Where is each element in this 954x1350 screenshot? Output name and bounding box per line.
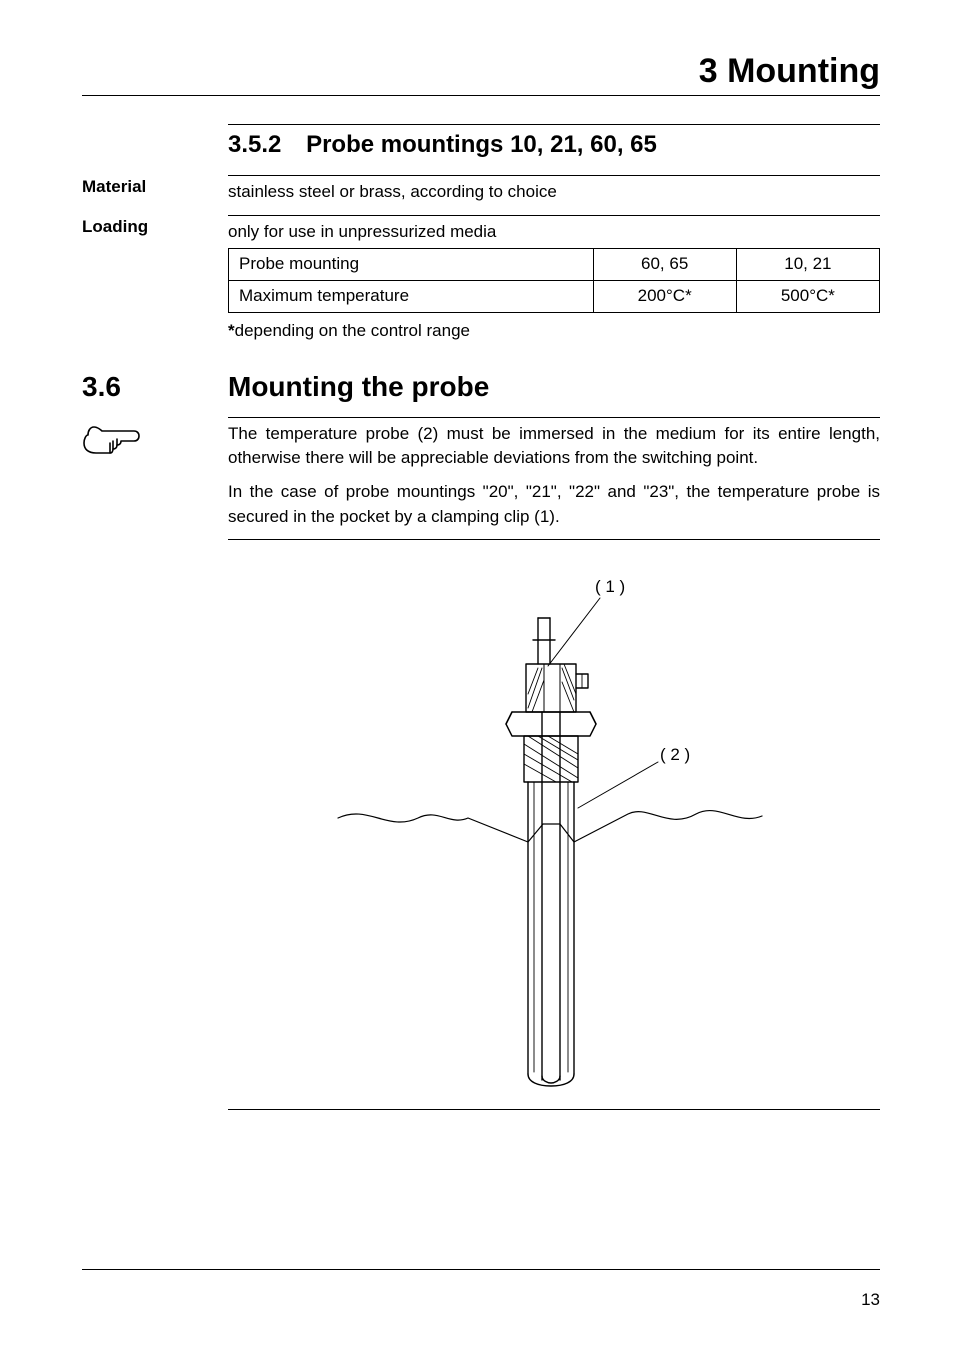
note-paragraph-1: The temperature probe (2) must be immers… bbox=[228, 422, 880, 470]
section-number: 3.6 bbox=[82, 371, 228, 403]
chapter-heading: 3 Mounting bbox=[82, 52, 880, 91]
divider bbox=[228, 417, 880, 418]
section-number: 3.5.2 bbox=[228, 131, 281, 159]
figure-label-2: ( 2 ) bbox=[660, 745, 690, 764]
table-cell: Maximum temperature bbox=[229, 280, 594, 312]
section-heading: 3.5.2 Probe mountings 10, 21, 60, 65 bbox=[228, 131, 880, 159]
material-row: Material stainless steel or brass, accor… bbox=[82, 175, 880, 205]
section-title: Probe mountings 10, 21, 60, 65 bbox=[306, 131, 657, 158]
table-cell: 60, 65 bbox=[593, 249, 736, 281]
section-352-header: 3.5.2 Probe mountings 10, 21, 60, 65 bbox=[228, 124, 880, 159]
page: 3 Mounting 3.5.2 Probe mountings 10, 21,… bbox=[0, 0, 954, 1350]
table-cell: 200°C* bbox=[593, 280, 736, 312]
material-label: Material bbox=[82, 175, 228, 199]
divider bbox=[228, 124, 880, 125]
note-body: The temperature probe (2) must be immers… bbox=[228, 417, 880, 544]
page-number: 13 bbox=[861, 1290, 880, 1310]
loading-table: Probe mounting 60, 65 10, 21 Maximum tem… bbox=[228, 248, 880, 312]
chapter-title-text: Mounting bbox=[727, 52, 880, 90]
pointing-hand-icon bbox=[82, 423, 142, 461]
table-row: Maximum temperature 200°C* 500°C* bbox=[229, 280, 880, 312]
loading-intro: only for use in unpressurized media bbox=[228, 222, 496, 241]
note-row: The temperature probe (2) must be immers… bbox=[82, 417, 880, 544]
footer-divider bbox=[82, 1269, 880, 1270]
figure-label-1: ( 1 ) bbox=[595, 577, 625, 596]
footnote-text: depending on the control range bbox=[235, 321, 470, 340]
table-cell: Probe mounting bbox=[229, 249, 594, 281]
section-title: Mounting the probe bbox=[228, 371, 489, 403]
loading-footnote: *depending on the control range bbox=[228, 319, 880, 344]
chapter-number: 3 bbox=[699, 52, 718, 90]
divider bbox=[82, 95, 880, 96]
table-cell: 500°C* bbox=[736, 280, 879, 312]
loading-body: only for use in unpressurized media Prob… bbox=[228, 215, 880, 344]
table-row: Probe mounting 60, 65 10, 21 bbox=[229, 249, 880, 281]
probe-diagram: ( 1 ) bbox=[228, 568, 868, 1088]
section-36-header: 3.6 Mounting the probe bbox=[82, 371, 880, 403]
note-paragraph-2: In the case of probe mountings "20", "21… bbox=[228, 480, 880, 528]
footnote-mark: * bbox=[228, 321, 235, 340]
material-text: stainless steel or brass, according to c… bbox=[228, 182, 557, 201]
note-icon bbox=[82, 417, 228, 466]
material-body: stainless steel or brass, according to c… bbox=[228, 175, 880, 205]
divider bbox=[228, 539, 880, 540]
table-cell: 10, 21 bbox=[736, 249, 879, 281]
loading-label: Loading bbox=[82, 215, 228, 239]
divider bbox=[228, 215, 880, 216]
figure: ( 1 ) bbox=[228, 568, 880, 1110]
loading-row: Loading only for use in unpressurized me… bbox=[82, 215, 880, 344]
divider bbox=[228, 175, 880, 176]
divider bbox=[228, 1109, 880, 1110]
